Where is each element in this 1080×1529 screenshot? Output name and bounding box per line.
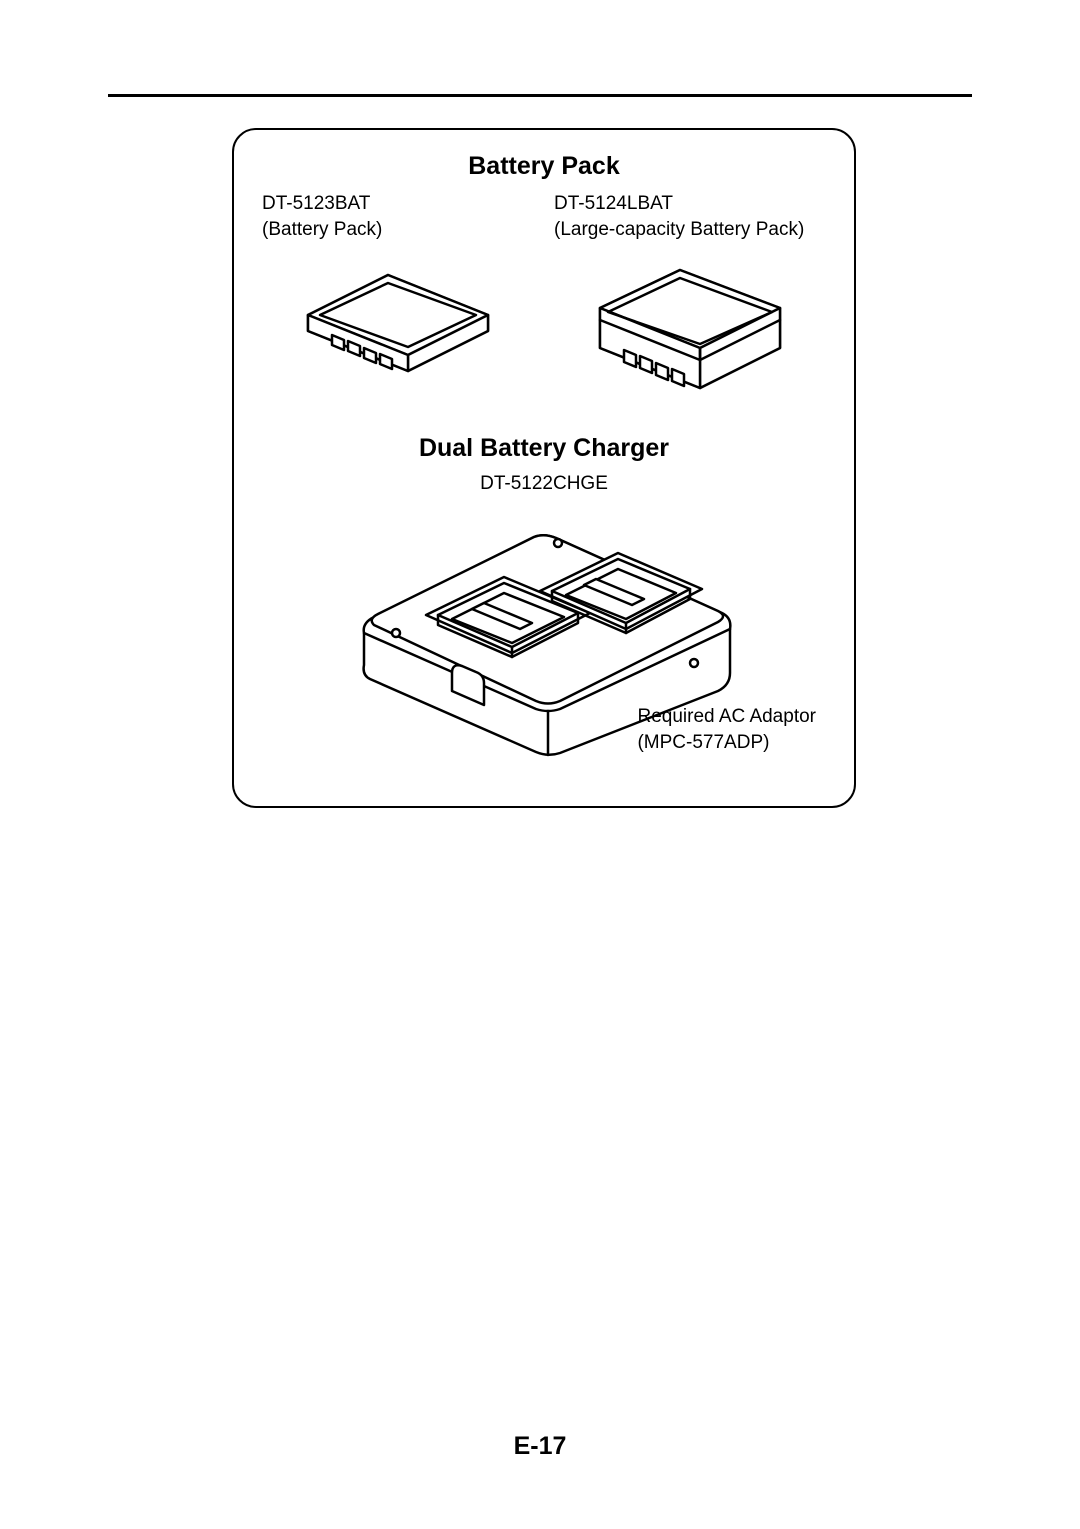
charger-illustration-wrap: Required AC Adaptor (MPC-577ADP) xyxy=(262,503,826,763)
battery-large-illustration xyxy=(554,248,826,408)
charger-note-line2: (MPC-577ADP) xyxy=(637,730,816,756)
page: Battery Pack DT-5123BAT (Battery Pack) D… xyxy=(0,0,1080,1529)
charger-title: Dual Battery Charger xyxy=(262,434,826,463)
battery-large-icon xyxy=(580,248,800,408)
battery-left-label: DT-5123BAT (Battery Pack) xyxy=(262,191,534,242)
charger-note: Required AC Adaptor (MPC-577ADP) xyxy=(637,704,816,755)
battery-pack-labels-row: DT-5123BAT (Battery Pack) DT-5124LBAT (L… xyxy=(262,191,826,242)
page-number: E-17 xyxy=(0,1432,1080,1461)
charger-note-line1: Required AC Adaptor xyxy=(637,704,816,730)
battery-right-desc: (Large-capacity Battery Pack) xyxy=(554,217,826,243)
battery-left-model: DT-5123BAT xyxy=(262,191,534,217)
content-box: Battery Pack DT-5123BAT (Battery Pack) D… xyxy=(232,128,856,808)
battery-illustration-row xyxy=(262,248,826,408)
battery-small-illustration xyxy=(262,248,534,408)
battery-pack-section: Battery Pack DT-5123BAT (Battery Pack) D… xyxy=(262,152,826,408)
battery-small-icon xyxy=(288,253,508,403)
battery-pack-title: Battery Pack xyxy=(262,152,826,181)
battery-right-label: DT-5124LBAT (Large-capacity Battery Pack… xyxy=(554,191,826,242)
battery-left-desc: (Battery Pack) xyxy=(262,217,534,243)
battery-right-model: DT-5124LBAT xyxy=(554,191,826,217)
charger-model: DT-5122CHGE xyxy=(262,473,826,495)
charger-section: Dual Battery Charger DT-5122CHGE xyxy=(262,434,826,763)
top-rule xyxy=(108,94,972,97)
